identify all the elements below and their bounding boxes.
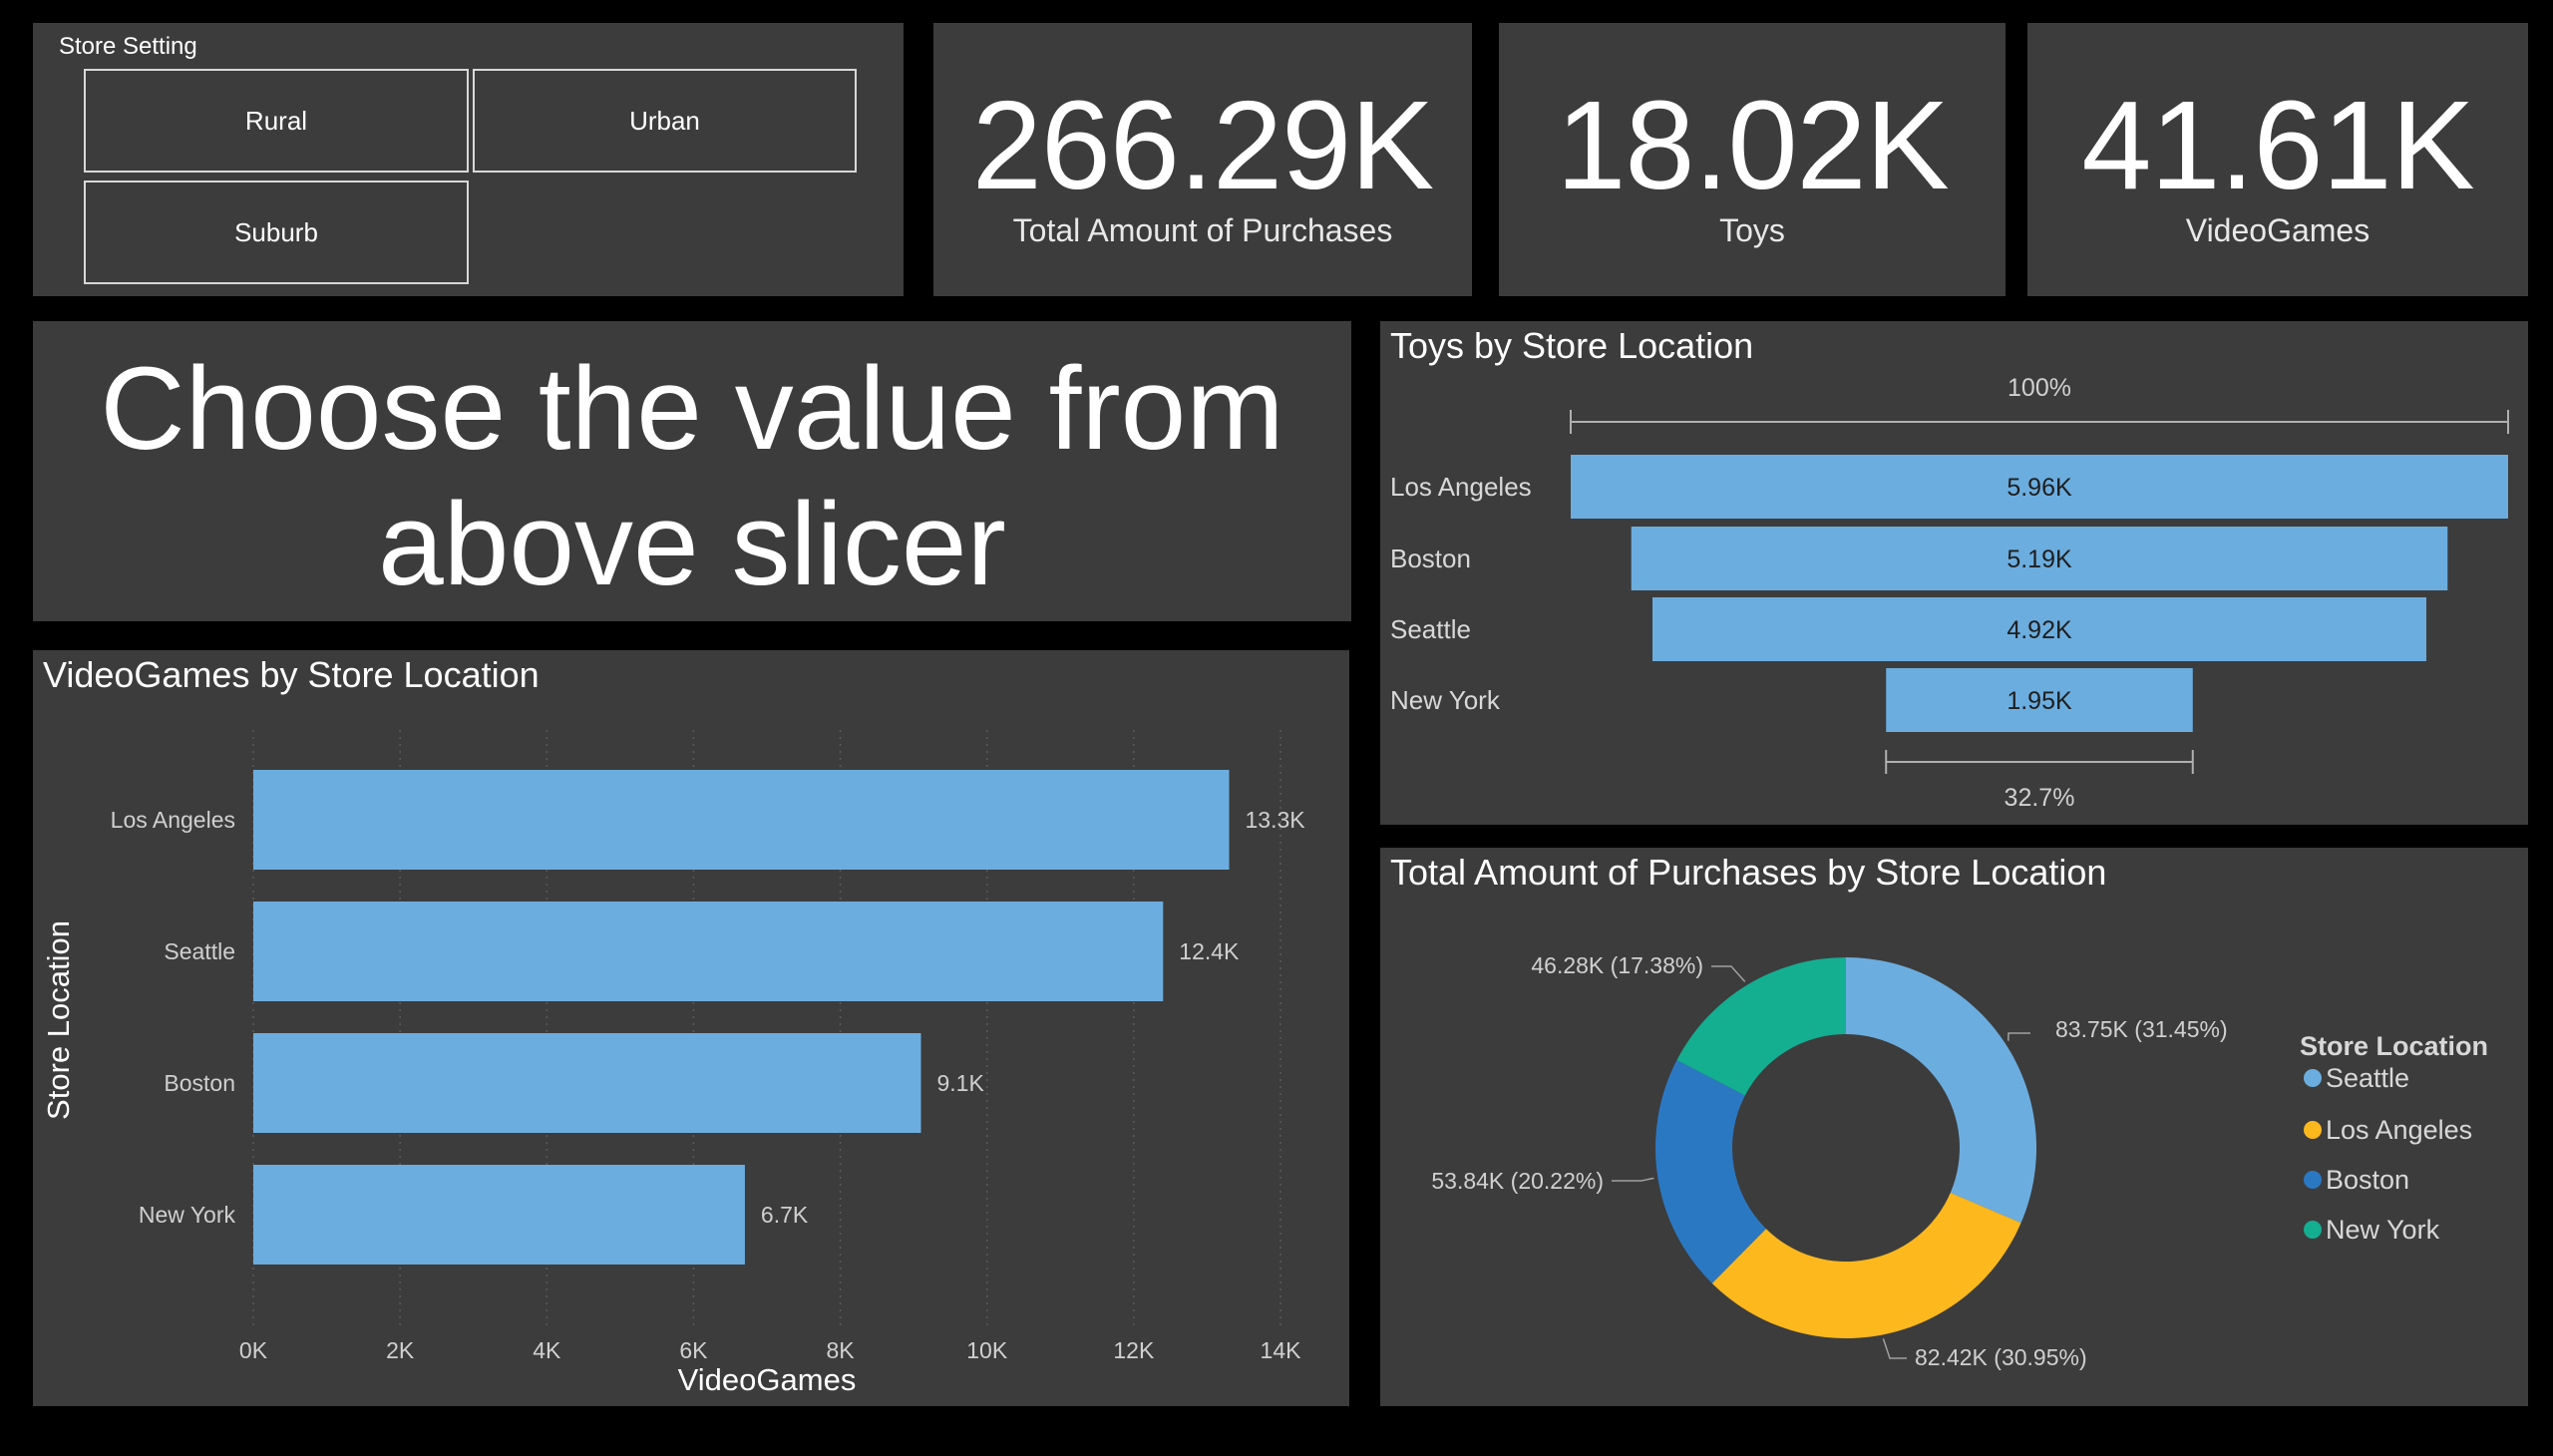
legend-title: Store Location	[2300, 1031, 2488, 1061]
videogames-bar-chart[interactable]: 0K 2K 4K 6K 8K 10K 12K 14K Los Angeles 13.3K Seatt…	[33, 650, 1349, 1406]
leader-line	[2007, 1032, 2030, 1041]
funnel-bar[interactable]	[1631, 527, 2448, 590]
kpi-card-toys: 18.02K Toys	[1499, 23, 2006, 296]
legend-item[interactable]: Boston	[2326, 1165, 2409, 1195]
donut-slice[interactable]	[1711, 1192, 2021, 1338]
legend-item[interactable]: Los Angeles	[2326, 1115, 2472, 1145]
x-tick-label: 0K	[239, 1337, 268, 1363]
y-tick-label: Boston	[164, 1070, 235, 1096]
chart-title: VideoGames by Store Location	[43, 654, 540, 695]
chart-title: Total Amount of Purchases by Store Locat…	[1390, 852, 2107, 893]
slicer-option-rural[interactable]: Rural	[84, 69, 469, 173]
instruction-panel: Choose the value from above slicer	[33, 321, 1351, 621]
y-tick-label: Los Angeles	[111, 807, 235, 833]
y-tick-label: New York	[139, 1202, 236, 1228]
bar[interactable]	[253, 770, 1230, 870]
slicer-option-urban[interactable]: Urban	[473, 69, 857, 173]
kpi-card-videogames: 41.61K VideoGames	[2027, 23, 2528, 296]
bar[interactable]	[253, 1033, 921, 1133]
donut-slice[interactable]	[1655, 1060, 1766, 1283]
instruction-line-1: Choose the value from	[100, 343, 1284, 475]
kpi-value: 266.29K	[971, 75, 1434, 215]
data-label: 53.84K (20.22%)	[1431, 1168, 1604, 1194]
legend-item[interactable]: Seattle	[2326, 1063, 2409, 1093]
x-tick-label: 10K	[966, 1337, 1008, 1363]
funnel-bar[interactable]	[1886, 668, 2193, 732]
kpi-value: 18.02K	[1556, 75, 1949, 215]
legend-item[interactable]: New York	[2326, 1215, 2440, 1245]
data-label: 9.1K	[937, 1070, 985, 1096]
donut-slice[interactable]	[1846, 957, 2036, 1224]
kpi-value: 41.61K	[2081, 75, 2474, 215]
funnel-bar[interactable]	[1571, 455, 2508, 519]
purchases-chart-panel: Total Amount of Purchases by Store Locat…	[1380, 848, 2528, 1406]
bar[interactable]	[253, 902, 1164, 1001]
toys-funnel-chart[interactable]: 100% 5.96K Los Angeles 5.19K Boston 4.92K Seat…	[1380, 321, 2528, 825]
category-label: Seattle	[1390, 614, 1471, 644]
store-setting-slicer: Store Setting Rural Urban Suburb	[33, 23, 904, 296]
legend-marker	[2304, 1121, 2322, 1139]
data-label: 12.4K	[1179, 938, 1240, 964]
videogames-chart-panel: VideoGames by Store Location 0K 2K 4K 6K 8K 1…	[33, 650, 1349, 1406]
slicer-title: Store Setting	[59, 33, 197, 60]
data-label: 6.7K	[761, 1202, 809, 1228]
data-label: 46.28K (17.38%)	[1531, 952, 1703, 978]
kpi-label: Total Amount of Purchases	[1012, 212, 1393, 248]
legend-marker	[2304, 1221, 2322, 1239]
donut-slice[interactable]	[1676, 957, 1846, 1096]
instruction-text: Choose the value from above slicer	[33, 341, 1351, 612]
toys-chart-panel: Toys by Store Location 100% 5.96K Los Ange…	[1380, 321, 2528, 825]
category-label: Boston	[1390, 544, 1471, 573]
purchases-donut-chart[interactable]: 83.75K (31.45%) 82.42K (30.95%) 53.84K (20…	[1380, 848, 2528, 1406]
funnel-bottom-label: 32.7%	[2005, 784, 2075, 812]
y-axis-label: Store Location	[41, 920, 76, 1120]
chart-title: Toys by Store Location	[1390, 325, 1754, 366]
data-label: 5.96K	[2006, 474, 2072, 502]
x-tick-label: 8K	[827, 1337, 856, 1363]
category-label: Los Angeles	[1390, 472, 1532, 502]
leader-line	[1711, 965, 1746, 982]
legend-marker	[2304, 1171, 2322, 1189]
legend-marker	[2304, 1069, 2322, 1087]
x-tick-label: 14K	[1261, 1337, 1302, 1363]
data-label: 82.42K (30.95%)	[1915, 1344, 2087, 1370]
data-label: 1.95K	[2006, 687, 2072, 715]
slicer-option-suburb[interactable]: Suburb	[84, 181, 469, 284]
funnel-top-label: 100%	[2007, 374, 2071, 402]
bar[interactable]	[253, 1165, 745, 1265]
category-label: New York	[1390, 685, 1501, 715]
leader-line	[1882, 1338, 1907, 1359]
kpi-label: VideoGames	[2185, 212, 2371, 248]
kpi-label: Toys	[1719, 212, 1785, 248]
data-label: 4.92K	[2006, 616, 2072, 644]
x-tick-label: 4K	[533, 1337, 561, 1363]
x-tick-label: 2K	[386, 1337, 415, 1363]
x-axis-label: VideoGames	[678, 1362, 857, 1397]
funnel-bar[interactable]	[1652, 597, 2426, 661]
data-label: 83.75K (31.45%)	[2055, 1016, 2228, 1042]
x-tick-label: 6K	[679, 1337, 708, 1363]
leader-line	[1612, 1177, 1654, 1182]
data-label: 13.3K	[1246, 807, 1306, 833]
x-tick-label: 12K	[1113, 1337, 1155, 1363]
y-tick-label: Seattle	[164, 938, 235, 964]
kpi-card-total-purchases: 266.29K Total Amount of Purchases	[933, 23, 1472, 296]
instruction-line-2: above slicer	[378, 479, 1006, 610]
data-label: 5.19K	[2006, 546, 2072, 573]
